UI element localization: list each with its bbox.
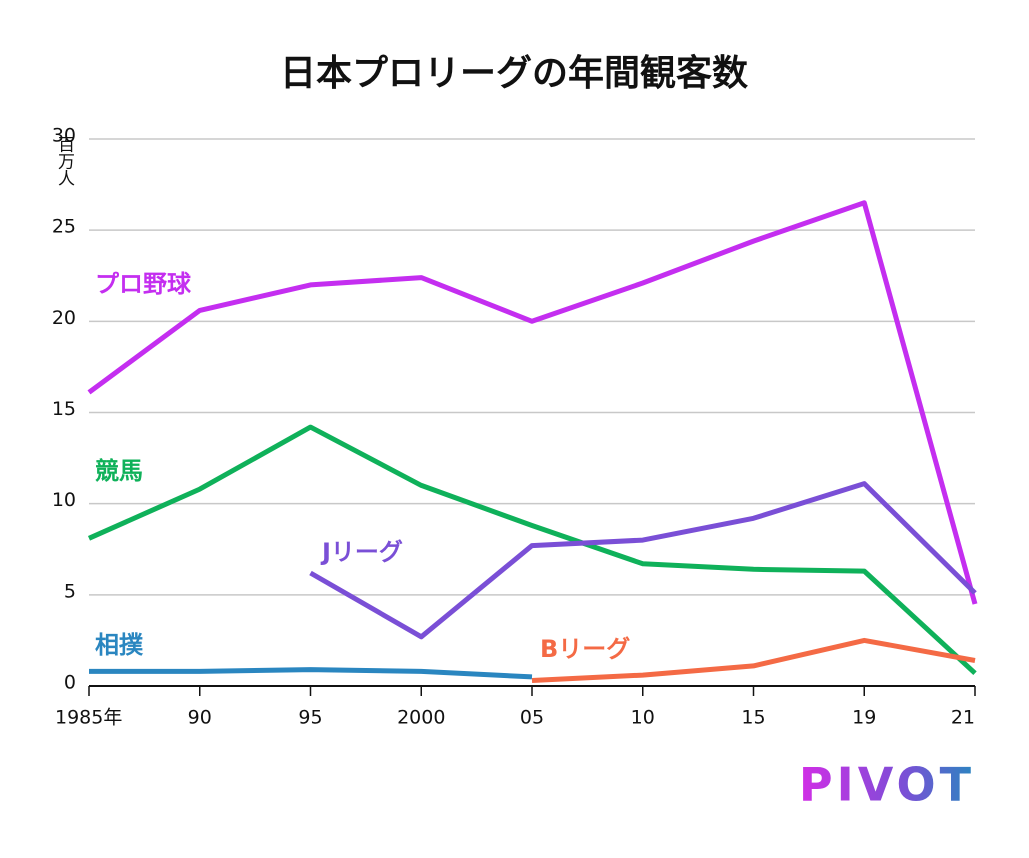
y-tick-label: 20 [52,307,76,329]
series-label: Jリーグ [320,538,403,566]
y-tick-label: 0 [64,672,76,694]
series-label: 相撲 [95,631,144,659]
logo: PIVOT [799,758,975,812]
y-tick-label: 10 [52,489,76,511]
y-unit: 百万人 [54,136,75,187]
x-tick-label: 1985年 [55,707,122,729]
x-tick-label: 10 [631,707,655,729]
series-line [87,200,978,605]
series-line [309,481,977,640]
series-label: Bリーグ [540,635,630,663]
x-tick-label: 95 [298,707,322,729]
x-tick-label: 90 [188,707,212,729]
series-label: プロ野球 [95,270,192,298]
x-tick-label: 05 [520,707,544,729]
series-line [89,667,533,680]
chart-title: 日本プロリーグの年間観客数 [280,53,748,94]
x-tick-label: 21 [951,707,975,729]
x-tick-label: 19 [852,707,876,729]
x-tick-label: 2000 [397,707,445,729]
y-tick-label: 15 [52,398,76,420]
y-tick-label: 30 [52,125,76,147]
series-label: 競馬 [95,457,143,485]
y-tick-label: 5 [64,580,76,602]
y-tick-label: 25 [52,216,76,238]
series-line [87,424,977,676]
x-tick-label: 15 [741,707,765,729]
series-line [531,637,976,683]
